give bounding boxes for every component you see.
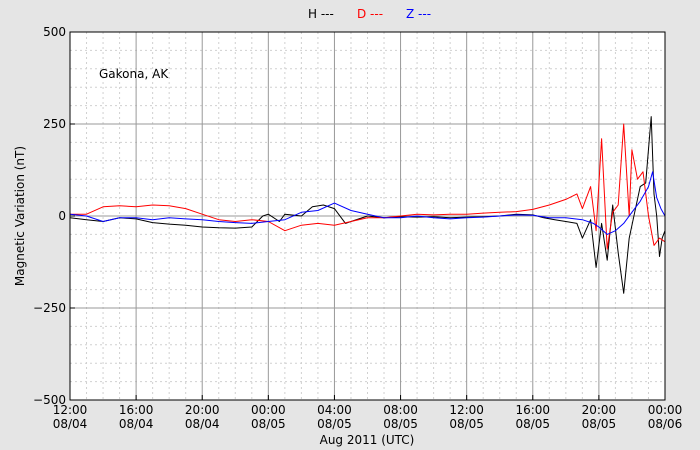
x-tick-label-date: 08/05 — [383, 417, 418, 431]
x-tick-label-time: 20:00 — [582, 403, 617, 417]
x-axis-label: Aug 2011 (UTC) — [320, 433, 415, 447]
x-tick-label-time: 08:00 — [383, 403, 418, 417]
x-tick-label-date: 08/04 — [119, 417, 154, 431]
legend: H --- D --- Z --- — [308, 7, 431, 21]
y-tick-label: 250 — [43, 117, 66, 131]
x-tick-label-date: 08/05 — [515, 417, 550, 431]
y-axis: 500 250 0 −250 −500 — [33, 25, 75, 407]
y-tick-label: −500 — [33, 393, 66, 407]
x-axis: 12:0008/0416:0008/0420:0008/0400:0008/05… — [53, 395, 683, 431]
x-tick-label-time: 04:00 — [317, 403, 352, 417]
y-axis-label: Magnetic Variation (nT) — [13, 146, 27, 286]
x-tick-label-time: 00:00 — [251, 403, 286, 417]
x-tick-label-date: 08/05 — [449, 417, 484, 431]
series-group — [69, 116, 666, 294]
x-tick-label-time: 16:00 — [515, 403, 550, 417]
series-line-3 — [69, 171, 666, 235]
x-tick-label-time: 00:00 — [648, 403, 683, 417]
x-tick-label-time: 16:00 — [119, 403, 154, 417]
x-tick-label-date: 08/04 — [53, 417, 88, 431]
legend-entry-1: H --- — [308, 7, 334, 21]
y-tick-label: 0 — [58, 209, 66, 223]
series-line-2 — [70, 123, 666, 250]
x-tick-label-date: 08/05 — [251, 417, 286, 431]
x-tick-label-date: 08/05 — [582, 417, 617, 431]
x-tick-label-time: 12:00 — [449, 403, 484, 417]
legend-entry-2: D --- — [357, 7, 383, 21]
series-line-1 — [69, 116, 666, 294]
x-tick-label-date: 08/06 — [648, 417, 683, 431]
x-tick-label-date: 08/04 — [185, 417, 220, 431]
site-annotation: Gakona, AK — [99, 67, 169, 81]
x-tick-label-time: 20:00 — [185, 403, 220, 417]
legend-entry-3: Z --- — [406, 7, 431, 21]
y-tick-label: 500 — [43, 25, 66, 39]
y-tick-label: −250 — [33, 301, 66, 315]
grid — [70, 32, 665, 400]
x-tick-label-date: 08/05 — [317, 417, 352, 431]
x-tick-label-time: 12:00 — [53, 403, 88, 417]
